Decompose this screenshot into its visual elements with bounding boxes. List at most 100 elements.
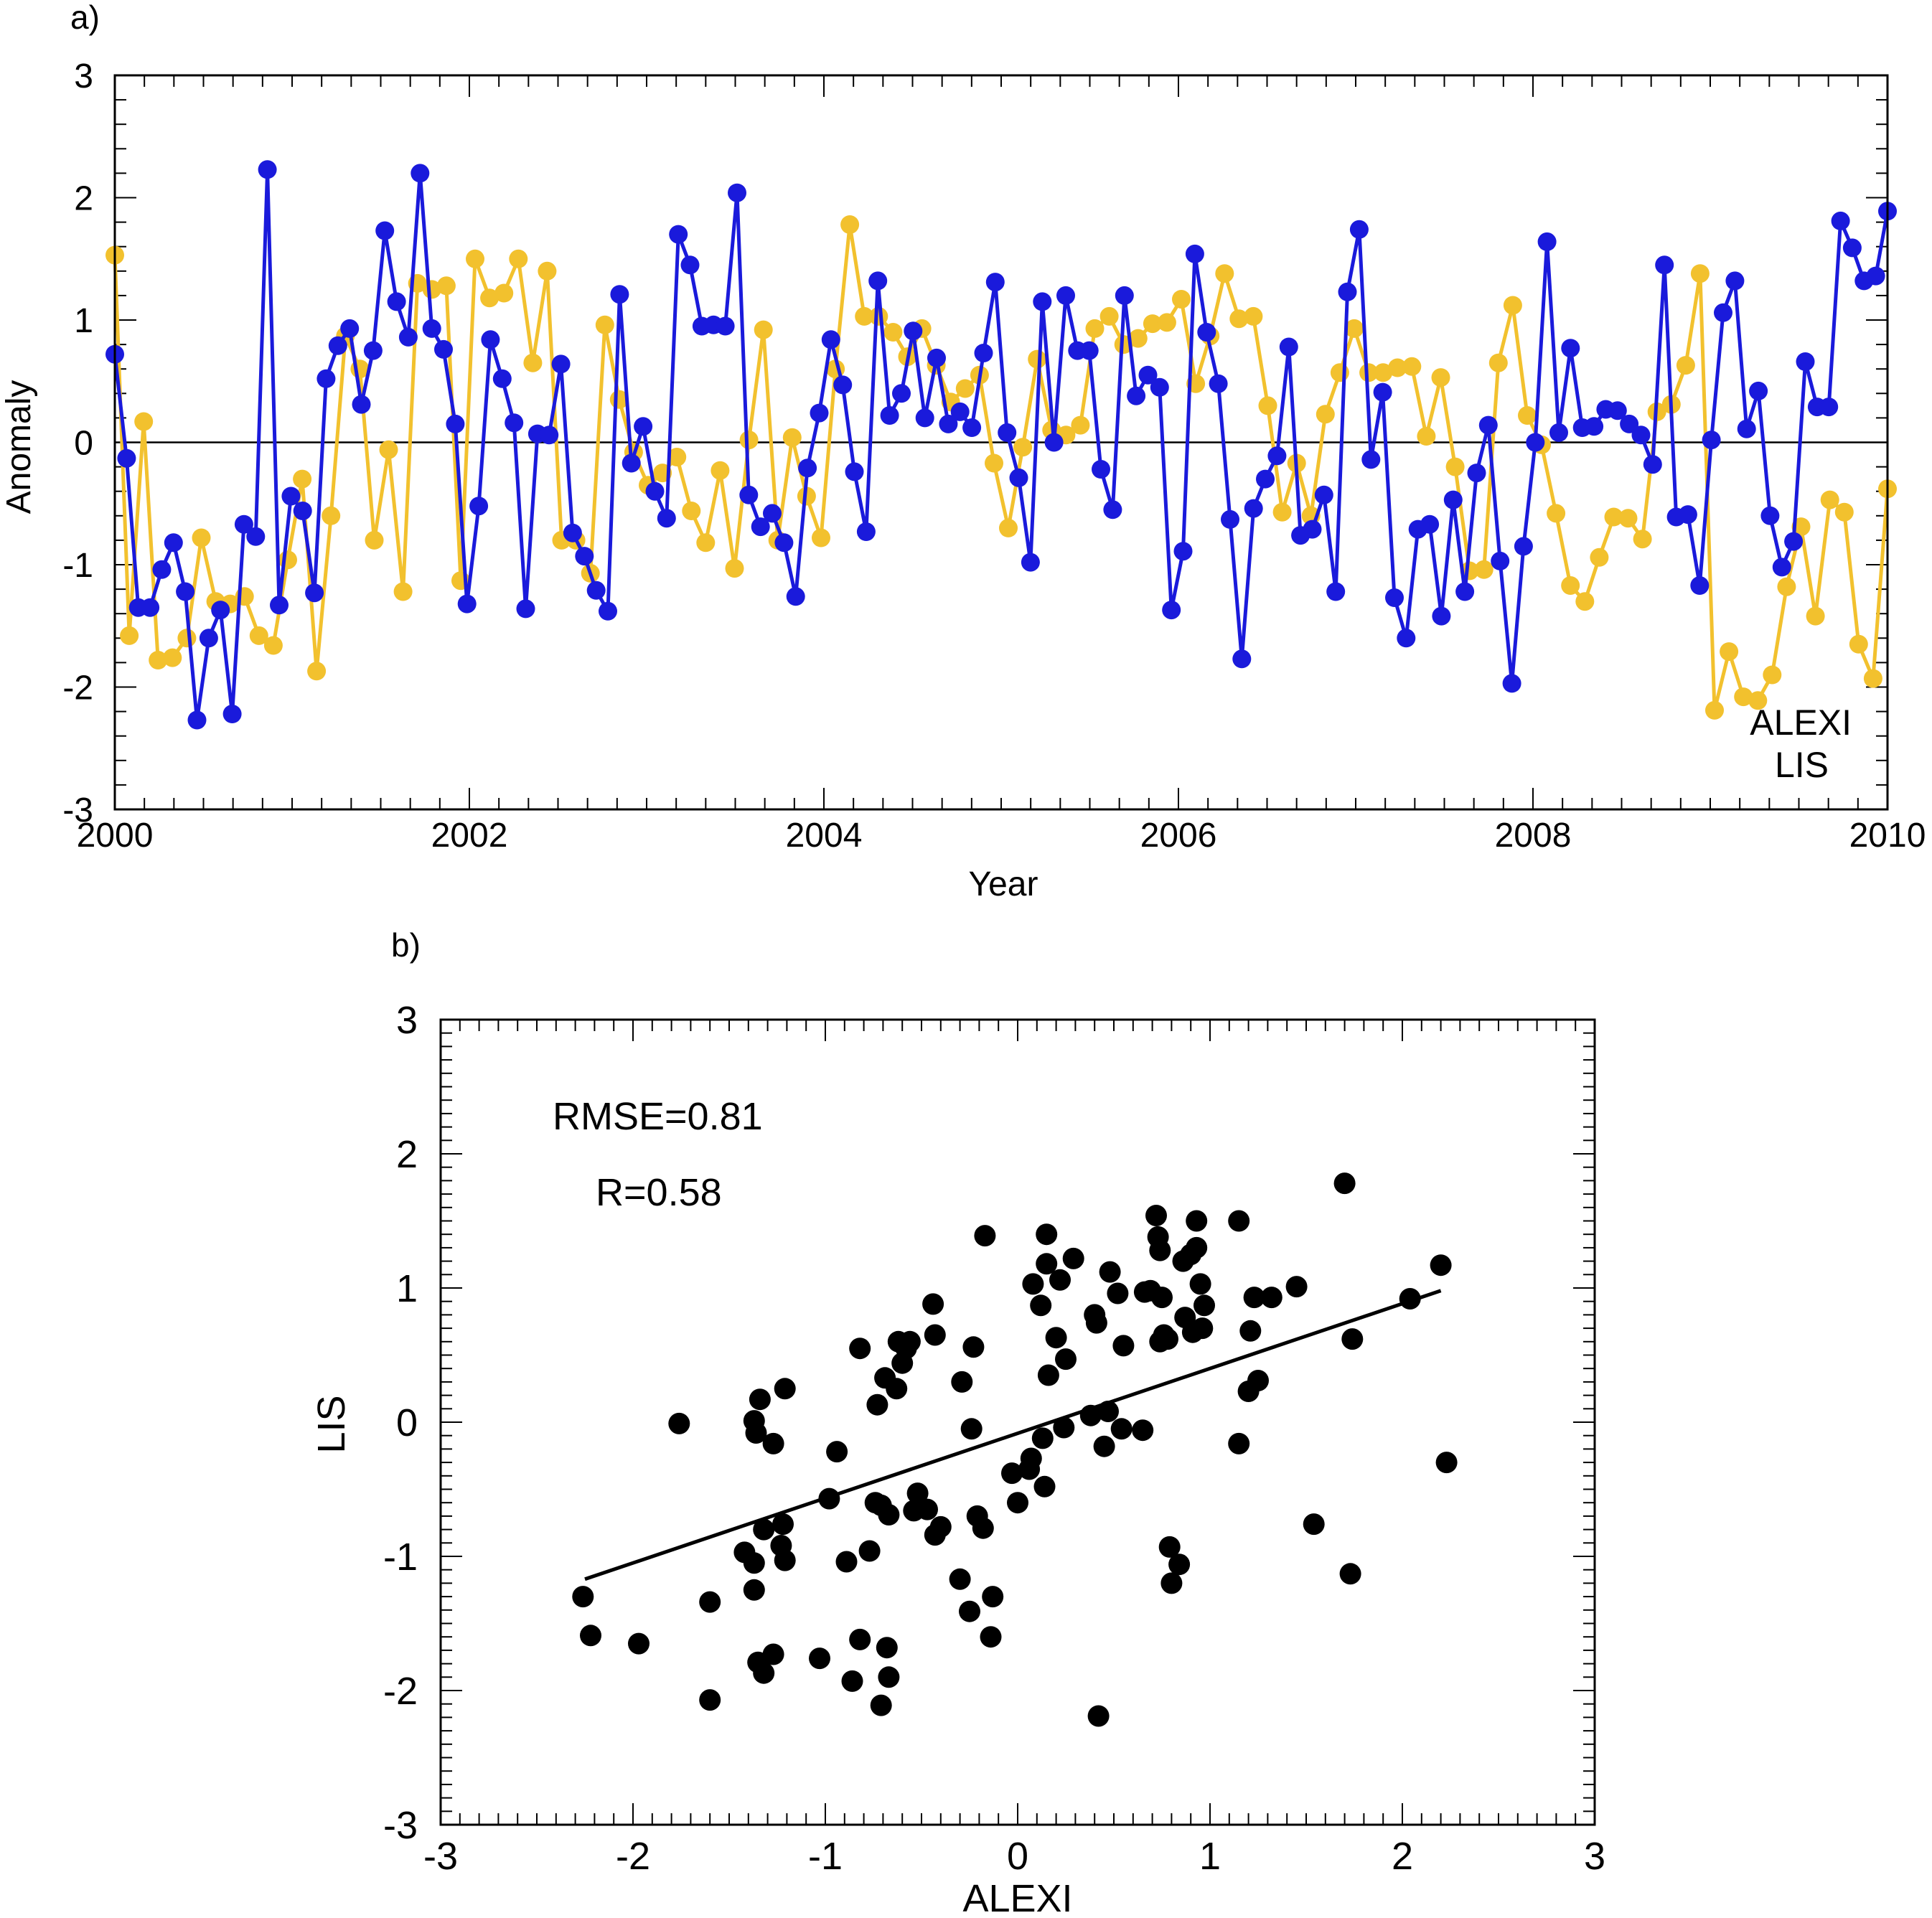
scatter-point	[1036, 1253, 1058, 1275]
scatter-point	[809, 1647, 830, 1670]
data-point-lis	[1316, 405, 1335, 424]
data-point-lis	[869, 306, 888, 326]
y-tick-label: -3	[62, 791, 93, 829]
data-point-alexi	[599, 601, 617, 621]
scatter-point	[878, 1666, 900, 1688]
data-point-lis	[1604, 507, 1623, 527]
scatter-point	[743, 1552, 765, 1574]
data-point-alexi	[1420, 514, 1440, 534]
data-point-lis	[249, 626, 268, 645]
data-point-alexi	[411, 164, 430, 183]
data-point-alexi	[892, 384, 911, 403]
scatter-point	[922, 1293, 944, 1315]
scatter-point	[849, 1338, 871, 1360]
data-point-alexi	[446, 414, 465, 433]
scatter-point	[774, 1549, 796, 1571]
data-point-lis	[1488, 353, 1508, 372]
scatter-point	[1285, 1276, 1308, 1298]
data-point-alexi	[1150, 377, 1169, 397]
scatter-point	[924, 1324, 946, 1346]
panel-a-y-axis-label: Anomaly	[0, 380, 38, 514]
x-tick-label: 2008	[1495, 817, 1572, 855]
data-point-lis	[1128, 329, 1148, 348]
data-point-alexi	[1221, 509, 1239, 529]
data-point-lis	[263, 636, 283, 655]
scatter-point	[878, 1504, 900, 1526]
data-point-alexi	[1173, 542, 1193, 561]
data-point-alexi	[434, 339, 453, 359]
data-point-alexi	[293, 502, 312, 520]
scatter-point	[1228, 1210, 1250, 1232]
data-point-lis	[1734, 687, 1753, 707]
scatter-point	[899, 1330, 921, 1353]
data-point-alexi	[1796, 352, 1815, 371]
x-tick-label: 2002	[431, 817, 508, 855]
data-point-lis	[667, 448, 687, 466]
y-tick-label: -1	[62, 547, 93, 585]
scatter-point	[835, 1551, 858, 1573]
legend-entry-lis: LIS	[1775, 745, 1829, 785]
panel-a-timeseries: a) 2000 2002 2004 2006 2008 2010 3 2 1 0 -1 -2 -3 Ye…	[0, 0, 1926, 903]
scatter-point	[1037, 1364, 1059, 1386]
data-point-alexi	[1267, 446, 1287, 466]
data-point-alexi	[645, 481, 665, 501]
scatter-point	[1168, 1553, 1191, 1576]
scatter-point	[1031, 1427, 1054, 1449]
data-point-lis	[1547, 504, 1566, 523]
scatter-point	[1435, 1452, 1458, 1474]
panel-a-legend: ALEXI LIS	[1750, 702, 1852, 785]
data-point-alexi	[868, 271, 888, 291]
scatter-point	[699, 1591, 721, 1613]
x-tick-label: 2010	[1849, 817, 1926, 855]
data-point-lis	[1863, 669, 1882, 688]
scatter-point	[1339, 1563, 1361, 1585]
panel-a-x-axis-label: Year	[969, 865, 1038, 903]
x-tick-label: -3	[423, 1835, 458, 1878]
scatter-point	[1062, 1247, 1084, 1269]
data-point-alexi	[1608, 401, 1627, 420]
data-point-alexi	[821, 330, 840, 349]
data-point-lis	[1244, 306, 1263, 326]
data-point-lis	[1374, 363, 1393, 382]
scatter-point	[951, 1371, 973, 1393]
scatter-point	[1189, 1273, 1211, 1295]
data-point-alexi	[1620, 414, 1639, 433]
data-point-alexi	[281, 486, 301, 506]
panel-a-label: a)	[70, 0, 100, 36]
data-point-alexi	[1831, 211, 1850, 230]
scatter-point	[960, 1418, 983, 1440]
data-point-lis	[134, 412, 154, 431]
data-point-alexi	[1702, 431, 1721, 450]
scatter-point	[876, 1637, 898, 1659]
data-point-alexi	[1044, 433, 1064, 452]
data-point-alexi	[187, 710, 207, 730]
scatter-point	[753, 1518, 775, 1541]
y-tick-label: 3	[396, 999, 418, 1042]
x-tick-label: 2006	[1140, 817, 1217, 855]
scatter-point	[1049, 1269, 1071, 1291]
data-point-alexi	[1455, 582, 1475, 601]
data-point-alexi	[222, 705, 242, 723]
data-point-lis	[1705, 700, 1724, 720]
y-tick-label: -2	[62, 669, 93, 708]
data-point-alexi	[1021, 553, 1040, 572]
data-point-alexi	[1162, 601, 1181, 620]
data-point-alexi	[1737, 419, 1756, 438]
data-point-lis	[1690, 264, 1710, 283]
data-point-lis	[985, 453, 1003, 473]
data-point-alexi	[1079, 341, 1099, 360]
data-point-lis	[1834, 502, 1854, 522]
data-point-alexi	[1138, 365, 1158, 385]
data-point-lis	[192, 528, 211, 547]
data-point-lis	[365, 530, 384, 550]
data-point-alexi	[340, 319, 360, 338]
data-point-lis	[322, 506, 341, 525]
data-point-lis	[278, 550, 297, 570]
data-point-lis	[1431, 368, 1450, 387]
panel-b-tick-labels: -3 -2 -1 0 1 2 3 3 2 1 0 -1 -2 -3	[383, 999, 1605, 1878]
scatter-point	[1112, 1335, 1135, 1357]
data-point-alexi	[1749, 381, 1768, 400]
data-point-lis	[538, 261, 557, 281]
data-point-lis	[725, 559, 744, 578]
